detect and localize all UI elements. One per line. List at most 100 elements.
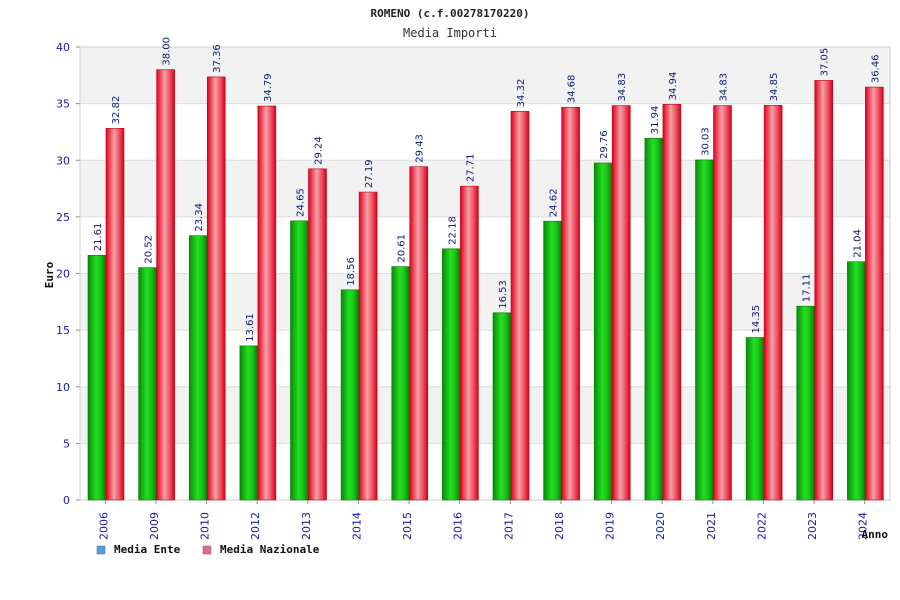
x-tick-label: 2013 (300, 512, 313, 540)
bar-media-nazionale (713, 105, 732, 501)
chart-title: ROMENO (c.f.00278170220) (371, 7, 530, 20)
data-label: 34.79 (263, 73, 274, 102)
data-label: 24.62 (549, 189, 560, 218)
data-label: 18.56 (346, 257, 357, 286)
data-label: 27.71 (465, 154, 476, 183)
y-tick-label: 30 (56, 154, 70, 167)
data-label: 29.43 (415, 134, 426, 163)
data-label: 32.82 (111, 96, 122, 125)
y-axis-title: Euro (43, 261, 56, 288)
data-label: 16.53 (498, 280, 509, 309)
bar-media-ente (644, 137, 664, 501)
legend-label-media-nazionale: Media Nazionale (220, 543, 320, 556)
bar-media-nazionale (561, 106, 580, 501)
bar-media-ente (492, 312, 512, 501)
plot-area: 0 5 10 15 20 25 30 35 40 21.61 32.82 2006 20.52 38.00… (56, 37, 891, 540)
data-label: 29.76 (599, 130, 610, 159)
bar-media-nazionale (206, 76, 226, 501)
bar-media-ente (188, 235, 208, 501)
x-tick-label: 2009 (148, 512, 161, 540)
plot-frame (79, 46, 891, 501)
bar-media-ente (847, 261, 866, 501)
bar-media-ente (87, 254, 107, 501)
bar-media-nazionale (257, 105, 277, 501)
y-tick-label: 40 (56, 41, 70, 54)
bar-media-nazionale (814, 80, 834, 501)
data-label: 21.61 (93, 223, 104, 252)
data-label: 34.68 (567, 75, 578, 104)
bar-media-nazionale (662, 104, 682, 501)
bar-media-ente (239, 345, 259, 501)
x-tick-label: 2015 (401, 512, 414, 540)
y-tick-label: 25 (56, 211, 70, 224)
data-label: 22.18 (447, 216, 458, 245)
data-label: 21.04 (852, 229, 863, 258)
data-label: 34.32 (516, 79, 527, 108)
data-label: 14.35 (751, 305, 762, 334)
x-tick-label: 2016 (452, 512, 465, 540)
bar-media-nazionale (409, 166, 429, 501)
bar-media-ente (593, 162, 613, 501)
bar-media-nazionale (460, 185, 479, 501)
data-label: 34.85 (769, 73, 780, 102)
legend-swatch-media-ente (96, 545, 106, 555)
x-tick-label: 2023 (806, 512, 819, 540)
data-label: 27.19 (364, 159, 375, 188)
x-tick-label: 2017 (502, 512, 515, 540)
x-tick-label: 2014 (350, 512, 363, 540)
data-label: 23.34 (194, 203, 205, 232)
legend-label-media-ente: Media Ente (114, 543, 181, 556)
bar-media-ente (391, 266, 411, 501)
bar-media-ente (796, 305, 816, 501)
bar-media-nazionale (358, 191, 378, 501)
data-label: 20.61 (397, 234, 408, 263)
bar-media-ente (442, 248, 461, 501)
x-tick-label: 2010 (199, 512, 212, 540)
data-label: 29.24 (314, 136, 325, 165)
bar-media-nazionale (611, 105, 631, 501)
data-label: 37.05 (820, 48, 831, 77)
bar-media-ente (745, 337, 765, 501)
bar-media-nazionale (156, 69, 175, 501)
y-tick-label: 10 (56, 381, 70, 394)
x-tick-label: 2022 (755, 512, 768, 540)
x-tick-label: 2020 (654, 512, 667, 540)
data-label: 36.46 (870, 54, 881, 83)
y-tick-label: 0 (63, 494, 70, 507)
data-label: 34.94 (668, 72, 679, 101)
x-tick-label: 2019 (604, 512, 617, 540)
x-tick-label: 2024 (857, 512, 870, 540)
data-label: 17.11 (802, 274, 813, 303)
y-tick-label: 15 (56, 324, 70, 337)
data-label: 37.36 (212, 44, 223, 73)
chart-subtitle: Media Importi (403, 26, 497, 40)
x-tick-label: 2012 (249, 512, 262, 540)
bar-media-ente (340, 289, 360, 501)
y-tick-label: 5 (63, 437, 70, 450)
bar-media-ente (543, 220, 562, 501)
bar-media-ente (695, 159, 714, 501)
y-tick-label: 20 (56, 268, 70, 281)
data-label: 34.83 (719, 73, 730, 102)
x-tick-label: 2021 (705, 512, 718, 540)
legend-swatch-media-nazionale (202, 545, 212, 555)
data-label: 34.83 (617, 73, 628, 102)
bar-media-nazionale (763, 105, 783, 501)
bar-media-ente (290, 220, 309, 501)
bar-media-ente (138, 267, 157, 501)
data-label: 30.03 (701, 127, 712, 156)
data-label: 31.94 (650, 106, 661, 135)
x-tick-label: 2018 (553, 512, 566, 540)
legend: Media Ente Media Nazionale (96, 543, 320, 556)
y-tick-label: 35 (56, 98, 70, 111)
x-tick-label: 2006 (97, 512, 110, 540)
data-label: 38.00 (162, 37, 173, 66)
x-axis-title: Anno (862, 528, 889, 541)
bar-media-nazionale (865, 86, 884, 501)
data-label: 20.52 (144, 235, 155, 264)
data-label: 24.65 (296, 188, 307, 217)
data-label: 13.61 (245, 313, 256, 342)
bar-media-nazionale (308, 168, 327, 501)
bar-media-nazionale (105, 128, 125, 501)
